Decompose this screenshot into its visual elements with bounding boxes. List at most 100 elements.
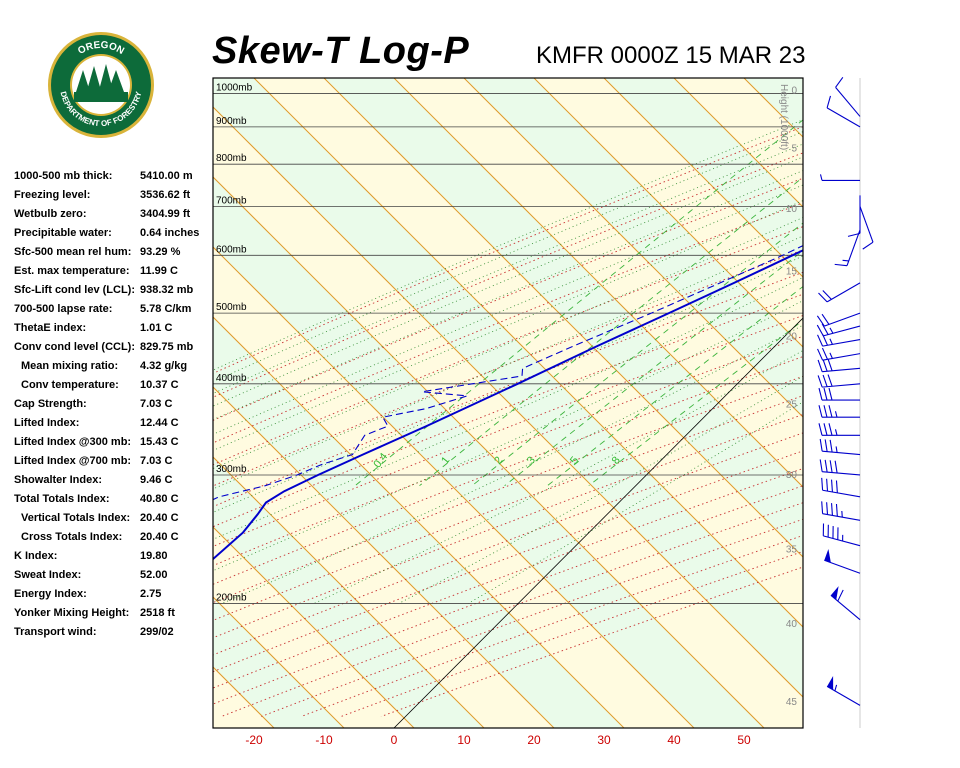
stat-value: 7.03 C — [140, 398, 173, 410]
height-tick-label: 5 — [791, 144, 797, 155]
pressure-label: 1000mb — [216, 82, 253, 93]
x-tick-label: 40 — [667, 733, 681, 747]
isotherm — [253, 78, 803, 628]
stat-label: ThetaE index: — [14, 322, 87, 334]
stat-label: K Index: — [14, 550, 58, 562]
dry-adiabat — [213, 450, 803, 673]
isotherm — [213, 176, 765, 728]
stat-label: Sfc-Lift cond lev (LCL): — [14, 284, 135, 296]
stat-label: Energy Index: — [14, 588, 87, 600]
wind-barb — [830, 586, 861, 621]
height-tick-label: 25 — [786, 399, 798, 410]
wind-barb — [817, 358, 861, 373]
isotherm — [213, 596, 345, 728]
wind-barb — [816, 312, 861, 327]
height-tick-label: 40 — [786, 619, 798, 630]
stat-label: Cap Strength: — [14, 398, 87, 410]
dry-adiabat — [213, 271, 803, 508]
stat-value: 5410.00 m — [140, 170, 193, 182]
stat-row: 700-500 lapse rate: 5.78 C/km — [14, 301, 210, 320]
stat-row: Cross Totals Index: 20.40 C — [14, 529, 210, 548]
temperature-line — [213, 249, 803, 561]
wind-barb — [819, 459, 861, 476]
stat-label: Cross Totals Index: — [21, 531, 123, 543]
wind-barb — [818, 282, 861, 303]
pressure-label: 500mb — [216, 302, 247, 313]
stat-label: Wetbulb zero: — [14, 208, 87, 220]
stat-value: 19.80 — [140, 550, 168, 562]
isotherm — [213, 106, 803, 698]
pressure-label: 200mb — [216, 592, 247, 603]
temperature-band — [213, 107, 803, 728]
height-tick-label: 35 — [786, 544, 798, 555]
height-tick-label: 15 — [786, 266, 798, 277]
stat-label: Conv temperature: — [21, 379, 119, 391]
wind-barb — [818, 405, 860, 418]
stat-label: Lifted Index @700 mb: — [14, 455, 132, 467]
stat-value: 11.99 C — [140, 265, 178, 277]
dry-adiabat — [213, 202, 803, 444]
x-tick-label: 20 — [527, 733, 541, 747]
stat-label: 700-500 lapse rate: — [14, 303, 113, 315]
stat-row: K Index: 19.80 — [14, 548, 210, 567]
wind-barb — [859, 206, 874, 250]
isotherm — [323, 78, 803, 558]
isotherm — [213, 316, 625, 728]
stat-value: 0.64 inches — [140, 227, 200, 239]
isotherm — [213, 526, 415, 728]
stat-row: Wetbulb zero: 3404.99 ft — [14, 206, 210, 225]
dry-adiabat — [213, 315, 803, 547]
height-tick-label: 10 — [786, 204, 798, 215]
stat-value: 12.44 C — [140, 417, 179, 429]
stat-value: 3536.62 ft — [140, 189, 191, 201]
height-tick-label: 20 — [786, 331, 798, 342]
stat-value: 5.78 C/km — [140, 303, 192, 315]
x-tick-label: -20 — [245, 733, 263, 747]
stat-row: Sweat Index: 52.00 — [14, 567, 210, 586]
height-axis-label: Height (1000ft) — [778, 84, 789, 150]
stat-label: 1000-500 mb thick: — [14, 170, 113, 182]
wind-barb — [835, 77, 861, 117]
page-title: Skew-T Log-P — [212, 30, 470, 72]
stat-value: 10.37 C — [140, 379, 179, 391]
stat-row: Cap Strength: 7.03 C — [14, 396, 210, 415]
stat-label: Sweat Index: — [14, 569, 82, 581]
isotherm — [814, 78, 960, 728]
stat-row: Freezing level: 3536.62 ft — [14, 187, 210, 206]
stat-row: Vertical Totals Index: 20.40 C — [14, 510, 210, 529]
stat-row: Lifted Index @300 mb: 15.43 C — [14, 434, 210, 453]
wind-barb — [847, 195, 861, 237]
mixing-ratio-line — [354, 119, 803, 487]
mixing-ratio-line — [471, 222, 803, 487]
wind-barb — [834, 229, 861, 267]
stat-label: Sfc-500 mean rel hum: — [14, 246, 132, 258]
plot-area — [213, 78, 960, 728]
wind-barb — [819, 174, 860, 181]
stat-value: 15.43 C — [140, 436, 179, 448]
stat-row: Transport wind: 299/02 — [14, 624, 210, 643]
reference-line — [393, 317, 803, 728]
pressure-label: 900mb — [216, 116, 247, 127]
dry-adiabat — [213, 177, 803, 421]
isotherm — [393, 78, 803, 488]
stat-label: Showalter Index: — [14, 474, 103, 486]
wind-barb — [817, 374, 861, 388]
stat-row: Showalter Index: 9.46 C — [14, 472, 210, 491]
stat-row: Precipitable water: 0.64 inches — [14, 225, 210, 244]
pressure-label: 300mb — [216, 464, 247, 475]
wind-barb — [817, 347, 861, 361]
isotherm — [213, 456, 485, 728]
x-tick-label: -10 — [315, 733, 333, 747]
stat-row: Sfc-500 mean rel hum: 93.29 % — [14, 244, 210, 263]
stat-value: 9.46 C — [140, 474, 173, 486]
stat-label: Precipitable water: — [14, 227, 112, 239]
stat-row: 1000-500 mb thick: 5410.00 m — [14, 168, 210, 187]
stat-value: 40.80 C — [140, 493, 179, 505]
stat-label: Lifted Index @300 mb: — [14, 436, 132, 448]
stat-value: 20.40 C — [140, 512, 179, 524]
stat-row: Lifted Index @700 mb: 7.03 C — [14, 453, 210, 472]
wind-barb — [816, 323, 861, 337]
logo-top-text: OREGON — [76, 40, 126, 57]
stat-row: Sfc-Lift cond lev (LCL): 938.32 mb — [14, 282, 210, 301]
